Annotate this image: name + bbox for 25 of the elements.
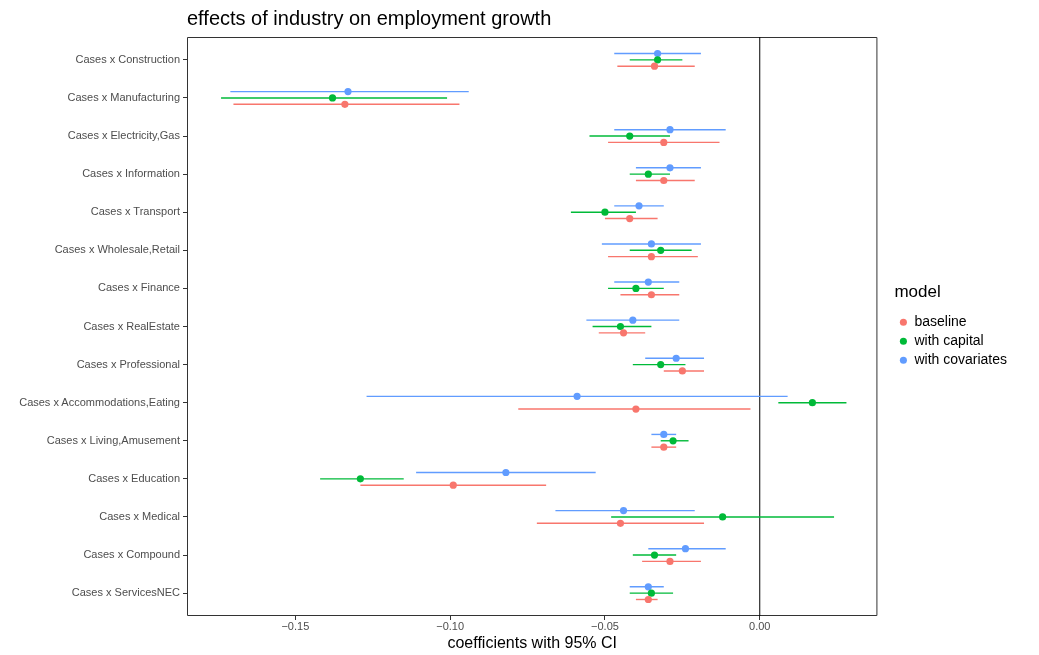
x-tick-label: −0.05 [591,619,619,632]
y-tick-label: Cases x Accommodations,Eating [19,395,180,408]
y-tick-label: Cases x Information [82,167,180,180]
y-tick-label: Cases x Electricity,Gas [67,129,181,142]
x-tick-label: −0.15 [281,619,310,632]
x-tick-label: 0.00 [749,619,771,632]
x-axis-title: coefficients with 95% CI [447,633,617,651]
y-tick-label: Cases x Construction [75,52,180,65]
y-tick-label: Cases x Finance [98,281,180,294]
y-tick-label: Cases x ServicesNEC [71,586,181,599]
y-tick-label: Cases x Medical [99,509,180,522]
x-tick-label: −0.10 [436,619,465,632]
legend-label: with covariates [913,351,1007,368]
chart-title: effects of industry on employment growth [187,6,552,29]
legend-label: baseline [914,313,967,330]
y-tick-label: Cases x Transport [90,205,180,218]
y-tick-label: Cases x Education [88,471,180,484]
legend-title: model [894,281,941,301]
y-tick-label: Cases x Wholesale,Retail [54,243,180,256]
legend-label: with capital [913,332,984,349]
y-tick-label: Cases x Living,Amusement [46,433,180,446]
y-tick-label: Cases x Manufacturing [67,90,180,103]
y-tick-label: Cases x Professional [76,357,180,370]
y-tick-label: Cases x RealEstate [83,319,180,332]
y-tick-label: Cases x Compound [83,548,180,561]
